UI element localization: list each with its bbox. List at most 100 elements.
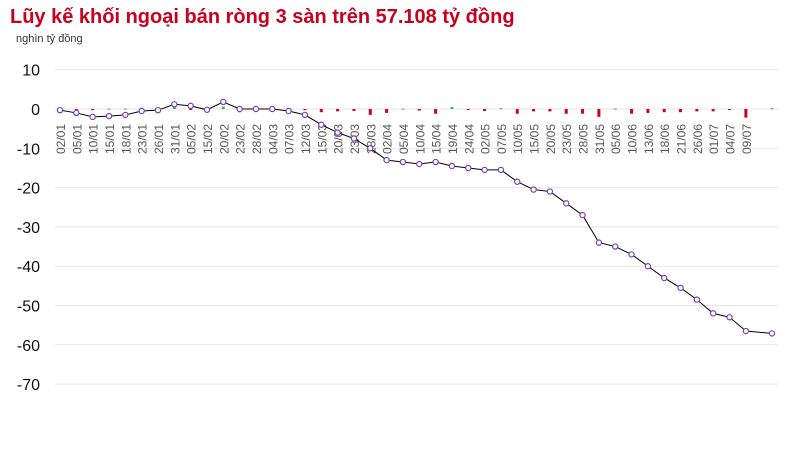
data-point	[514, 178, 521, 185]
bar	[385, 109, 389, 113]
data-point	[677, 284, 684, 292]
x-tick-label: 10/06	[626, 124, 640, 154]
data-point	[726, 314, 733, 321]
data-point	[236, 105, 243, 113]
x-tick-label: 12/03	[299, 124, 313, 154]
x-tick-label: 26/01	[152, 124, 166, 154]
data-point	[563, 200, 570, 207]
x-tick-label: 02/05	[479, 124, 493, 154]
data-point	[595, 239, 603, 246]
y-axis-unit: nghìn tỷ đồng	[16, 33, 83, 45]
x-tick-label: 15/04	[430, 124, 444, 154]
x-tick-label: 04/03	[266, 124, 280, 154]
x-tick-label: 21/06	[675, 124, 689, 154]
x-tick-label: 05/02	[185, 124, 199, 154]
x-tick-label: 23/02	[234, 124, 248, 154]
data-point	[334, 129, 341, 136]
data-point	[105, 112, 113, 120]
x-tick-label: 18/01	[119, 124, 133, 154]
data-point	[56, 106, 64, 114]
x-tick-label: 20/03	[332, 124, 346, 154]
data-point	[448, 162, 456, 170]
x-tick-label: 15/05	[528, 124, 542, 154]
y-tick-label: -40	[17, 259, 40, 276]
data-point	[497, 166, 505, 174]
bar	[695, 109, 699, 112]
data-point	[252, 105, 260, 113]
bar	[581, 109, 585, 114]
data-point	[742, 327, 750, 335]
data-point	[612, 243, 619, 250]
data-point	[416, 160, 423, 168]
y-tick-label: -20	[17, 181, 40, 198]
x-tick-label: 15/03	[315, 124, 329, 154]
data-point	[644, 263, 652, 270]
bar	[770, 108, 774, 110]
data-point	[481, 166, 488, 174]
x-tick-label: 20/02	[217, 124, 231, 154]
x-tick-label: 18/06	[658, 124, 672, 154]
data-point	[350, 135, 358, 142]
data-point	[73, 109, 80, 117]
bar	[450, 107, 454, 109]
bar	[172, 107, 176, 109]
data-point	[465, 164, 472, 172]
x-tick-label: 28/05	[577, 124, 591, 154]
y-tick-label: 10	[22, 63, 40, 80]
bar	[352, 109, 356, 111]
bar	[434, 109, 438, 114]
y-tick-label: -30	[17, 220, 40, 237]
chart-title: Lũy kế khối ngoại bán ròng 3 sàn trên 57…	[10, 6, 515, 28]
x-tick-label: 24/04	[462, 124, 476, 154]
x-tick-label: 01/07	[707, 124, 721, 154]
x-tick-label: 31/01	[168, 124, 182, 154]
data-point	[154, 106, 162, 114]
x-tick-label: 05/01	[70, 124, 84, 154]
bar	[483, 109, 487, 111]
bar	[303, 109, 307, 111]
data-point	[203, 106, 211, 113]
bar	[744, 109, 748, 118]
x-tick-label: 28/02	[250, 124, 264, 154]
x-tick-label: 10/01	[87, 124, 101, 154]
bar	[417, 109, 421, 111]
bar	[613, 108, 617, 110]
data-point	[285, 107, 292, 115]
x-tick-label: 09/07	[740, 124, 754, 154]
bar	[336, 109, 340, 112]
bar	[466, 109, 470, 110]
data-point	[187, 102, 194, 110]
data-point	[318, 121, 325, 128]
bar	[189, 109, 193, 110]
data-point	[301, 111, 309, 119]
data-point	[122, 111, 129, 119]
data-point	[89, 113, 96, 121]
x-tick-label: 20/05	[544, 124, 558, 154]
x-tick-label: 15/01	[103, 124, 117, 154]
x-tick-label: 15/02	[201, 124, 215, 154]
bar	[107, 108, 111, 110]
data-point	[171, 101, 178, 108]
y-tick-label: -60	[17, 338, 40, 355]
bar	[499, 108, 503, 110]
x-tick-label: 19/04	[446, 124, 460, 154]
bar	[74, 109, 78, 111]
bar	[646, 109, 650, 113]
x-tick-label: 10/05	[511, 124, 525, 154]
bar	[548, 109, 552, 112]
data-point	[383, 156, 390, 164]
bar	[123, 108, 127, 110]
y-tick-label: -10	[17, 141, 40, 158]
x-tick-label: 23/01	[136, 124, 150, 154]
x-tick-label: 26/06	[691, 124, 705, 154]
data-point	[269, 105, 276, 113]
data-point	[367, 145, 374, 152]
y-tick-label: -70	[17, 377, 40, 394]
bar	[368, 109, 372, 115]
data-point	[693, 296, 701, 303]
x-tick-label: 02/01	[54, 124, 68, 154]
data-point	[399, 158, 407, 166]
bar	[515, 109, 519, 114]
x-tick-label: 05/06	[609, 124, 623, 154]
